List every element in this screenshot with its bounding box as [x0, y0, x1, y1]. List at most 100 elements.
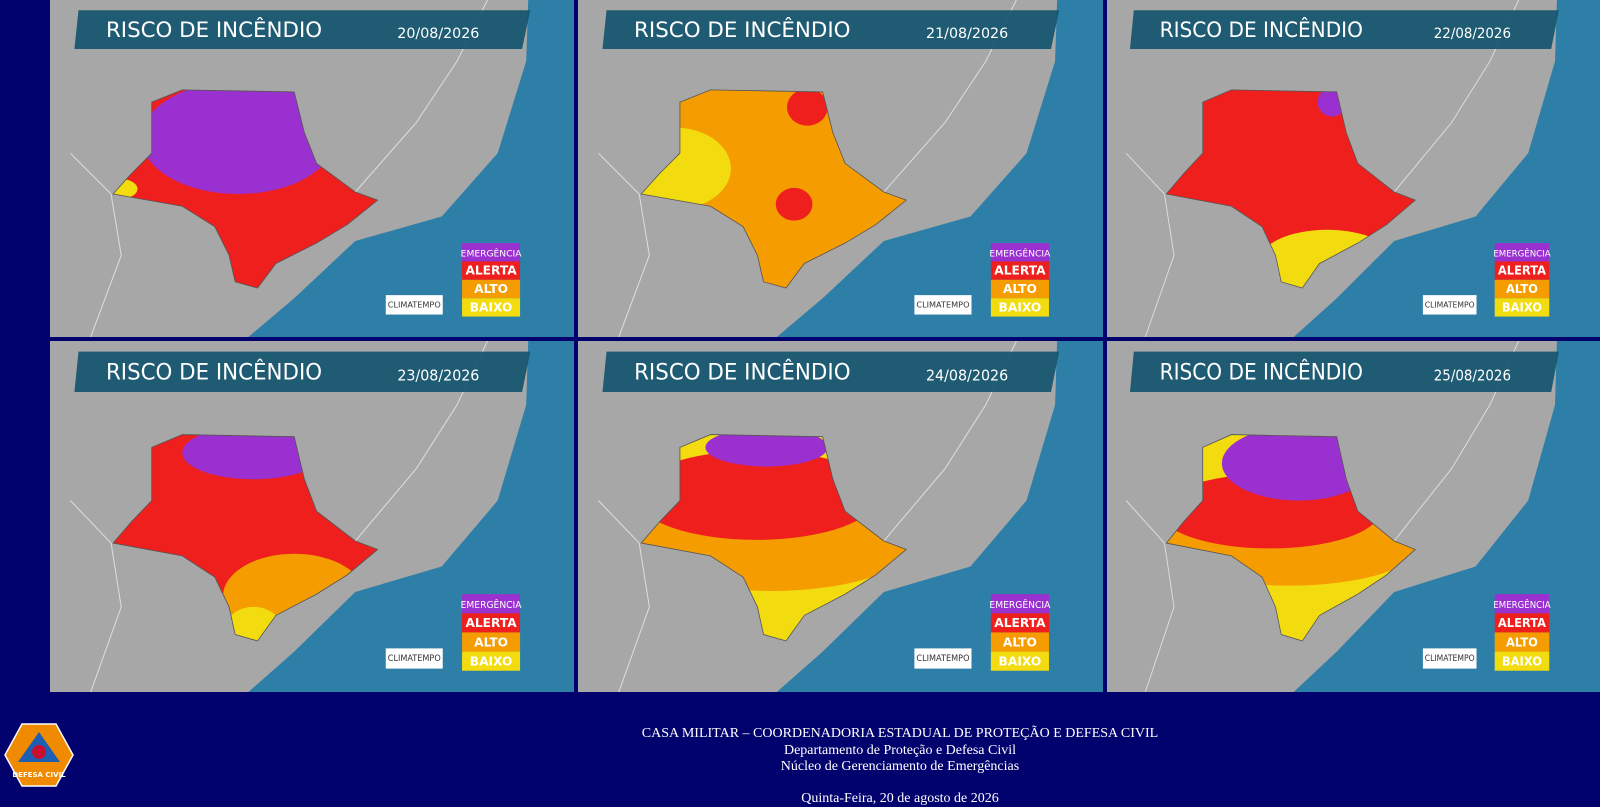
border — [69, 500, 122, 692]
map-panel: RISCO DE INCÊNDIO 25/08/2026 EMERGÊNCIA ALE… — [1107, 341, 1600, 692]
logo-text: DEFESA CIVIL — [12, 771, 66, 779]
brand-box — [1422, 648, 1477, 669]
panel-date: 25/08/2026 — [1434, 368, 1511, 385]
legend-label: ALTO — [1003, 282, 1037, 296]
risk-zone — [182, 434, 325, 480]
legend-swatch — [1494, 651, 1550, 671]
title-banner — [74, 351, 531, 393]
legend-swatch — [1494, 279, 1550, 299]
brand: CLIMATEMPO — [1425, 300, 1475, 309]
legend-label: BAIXO — [1502, 654, 1542, 669]
title-banner — [602, 10, 1060, 50]
panel-date: 22/08/2026 — [1434, 25, 1511, 42]
legend-swatch — [462, 651, 521, 671]
legend-swatch — [1494, 632, 1550, 652]
legend-label: EMERGÊNCIA — [1493, 247, 1551, 259]
legend-swatch — [462, 243, 521, 262]
legend-label: BAIXO — [470, 300, 513, 314]
brand: CLIMATEMPO — [916, 299, 969, 309]
brand-box — [914, 295, 972, 315]
legend-label: EMERGÊNCIA — [989, 599, 1051, 611]
legend-label: ALERTA — [1498, 616, 1547, 631]
legend-label: ALTO — [474, 634, 508, 649]
brand-box — [385, 295, 443, 315]
risk-zone — [141, 89, 335, 195]
state-outline — [640, 434, 908, 642]
footer-line: Departamento de Proteção e Defesa Civil — [783, 742, 1017, 758]
panel-date: 24/08/2026 — [926, 367, 1008, 384]
risk-zone — [786, 89, 828, 126]
state-outline — [112, 434, 379, 642]
legend-label: BAIXO — [1502, 300, 1542, 314]
state-outline — [1165, 89, 1417, 289]
title-banner — [602, 351, 1060, 393]
brand-box — [385, 648, 443, 669]
legend-swatch — [462, 261, 521, 280]
brand: CLIMATEMPO — [916, 653, 970, 663]
panel-title: RISCO DE INCÊNDIO — [106, 17, 322, 43]
border — [598, 152, 650, 337]
legend-swatch — [462, 632, 521, 652]
risk-zone — [775, 187, 813, 221]
legend-label: ALERTA — [465, 264, 517, 278]
title-banner — [1129, 351, 1559, 393]
map-panel: RISCO DE INCÊNDIO 24/08/2026 EMERGÊNCIA ALE… — [578, 341, 1103, 692]
state-outline — [112, 89, 379, 289]
defesa-civil-logo: DEFESA CIVIL — [4, 723, 74, 787]
legend-label: ALTO — [474, 282, 508, 296]
border — [1125, 152, 1175, 337]
risk-zone — [1221, 434, 1376, 501]
legend-swatch — [990, 261, 1049, 280]
legend-swatch — [990, 243, 1049, 262]
state-outline — [1165, 434, 1417, 642]
legend-label: EMERGÊNCIA — [989, 247, 1051, 259]
legend-label: EMERGÊNCIA — [461, 599, 522, 611]
legend-swatch — [1494, 298, 1550, 317]
footer-line: Núcleo de Gerenciamento de Emergências — [780, 759, 1020, 774]
panel-title: RISCO DE INCÊNDIO — [106, 359, 322, 386]
title-banner — [74, 10, 531, 50]
legend-swatch — [990, 613, 1049, 633]
risk-zone — [113, 178, 138, 200]
legend-label: ALERTA — [994, 615, 1046, 630]
legend-swatch — [462, 613, 521, 633]
legend-swatch — [462, 594, 521, 614]
border — [69, 152, 122, 337]
brand: CLIMATEMPO — [388, 299, 441, 309]
panel-date: 21/08/2026 — [926, 26, 1008, 42]
state-outline — [640, 89, 908, 289]
map-panel: RISCO DE INCÊNDIO 22/08/2026 EMERGÊNCIA ALE… — [1107, 0, 1600, 337]
risk-zone — [222, 606, 285, 641]
legend-swatch — [990, 298, 1049, 317]
legend-swatch — [990, 632, 1049, 652]
title-banner — [1129, 10, 1559, 50]
footer-date: Quinta-Feira, 20 de agosto de 2026 — [801, 790, 999, 806]
legend-label: ALTO — [1003, 634, 1037, 649]
legend-swatch — [462, 279, 521, 299]
map-panel: RISCO DE INCÊNDIO 21/08/2026 EMERGÊNCIA ALE… — [578, 0, 1103, 337]
border — [598, 500, 650, 692]
legend-label: EMERGÊNCIA — [1493, 599, 1551, 612]
legend-swatch — [990, 651, 1049, 671]
legend-swatch — [990, 594, 1049, 614]
legend-label: BAIXO — [999, 653, 1042, 668]
legend-swatch — [462, 298, 521, 317]
panel-date: 20/08/2026 — [397, 26, 479, 42]
legend-label: ALTO — [1506, 635, 1538, 650]
legend-label: ALERTA — [1498, 263, 1547, 277]
map-panel: RISCO DE INCÊNDIO 23/08/2026 EMERGÊNCIA ALE… — [50, 341, 574, 692]
legend-label: EMERGÊNCIA — [461, 247, 523, 259]
legend-swatch — [1494, 261, 1550, 280]
panel-title: RISCO DE INCÊNDIO — [634, 17, 850, 43]
legend-swatch — [1494, 613, 1550, 633]
legend-label: ALTO — [1506, 282, 1538, 296]
risk-zones — [1166, 434, 1416, 641]
panel-date: 23/08/2026 — [397, 367, 479, 384]
footer-line: CASA MILITAR – COORDENADORIA ESTADUAL DE… — [641, 726, 1159, 741]
legend-swatch — [990, 279, 1049, 299]
brand: CLIMATEMPO — [1425, 653, 1475, 664]
border — [1125, 500, 1175, 692]
legend-swatch — [1494, 594, 1550, 614]
footer: CASA MILITAR – COORDENADORIA ESTADUAL DE… — [300, 726, 1500, 807]
